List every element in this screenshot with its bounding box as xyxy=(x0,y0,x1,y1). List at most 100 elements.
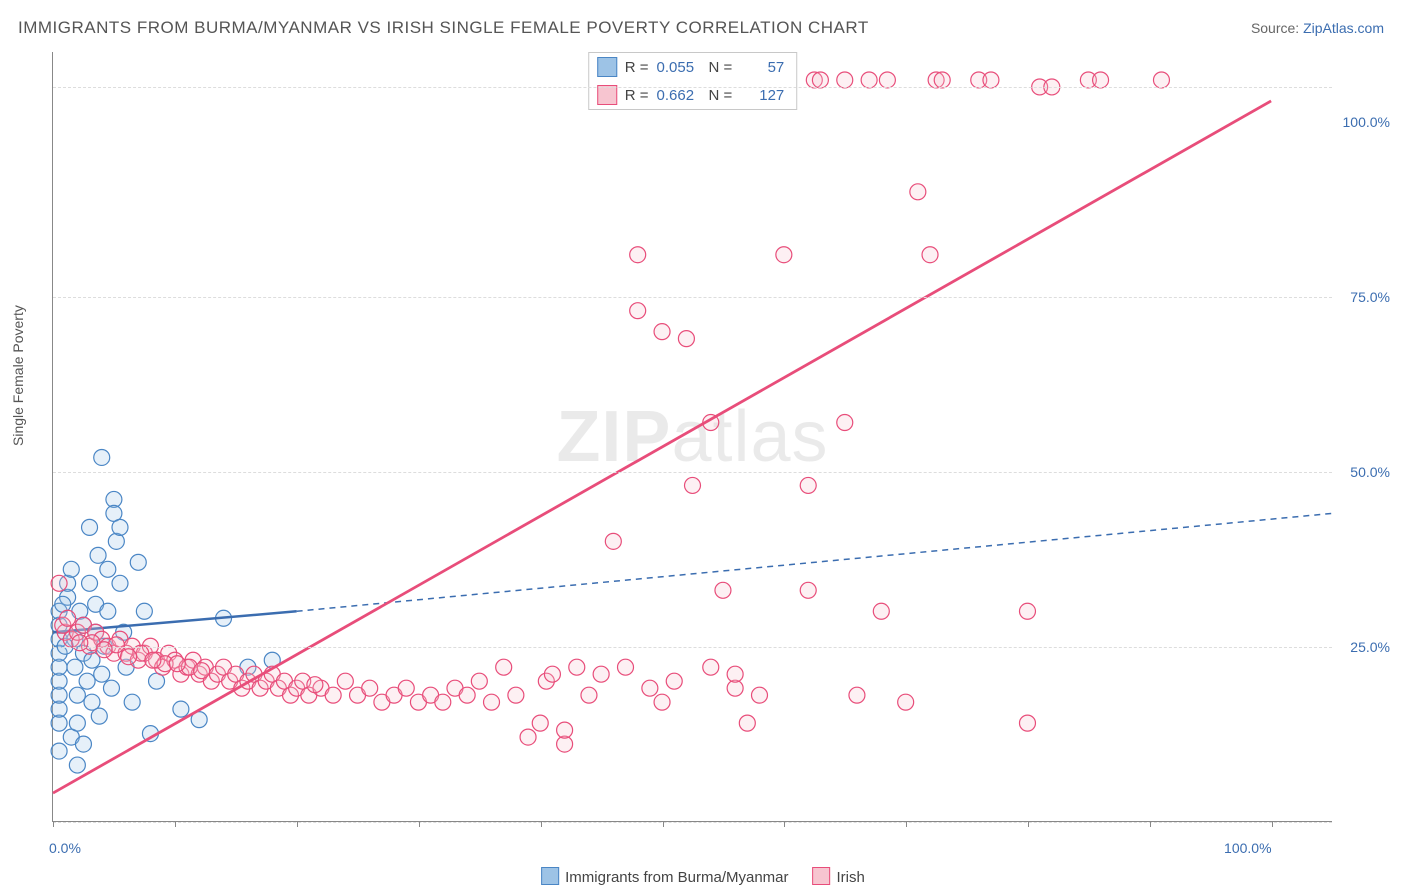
data-point xyxy=(169,656,185,672)
gridline-h xyxy=(53,297,1332,298)
data-point xyxy=(325,687,341,703)
x-tick xyxy=(175,821,176,827)
data-point xyxy=(873,603,889,619)
stats-r-label: R = xyxy=(625,87,649,104)
data-point xyxy=(739,715,755,731)
source-link[interactable]: ZipAtlas.com xyxy=(1303,20,1384,36)
data-point xyxy=(124,694,140,710)
data-point xyxy=(837,72,853,88)
data-point xyxy=(69,687,85,703)
data-point xyxy=(532,715,548,731)
data-point xyxy=(112,519,128,535)
data-point xyxy=(100,561,116,577)
data-point xyxy=(82,519,98,535)
data-point xyxy=(145,652,161,668)
data-point xyxy=(91,708,107,724)
stats-row: R = 0.662 N = 127 xyxy=(589,81,797,109)
source-label: Source: xyxy=(1251,20,1303,36)
data-point xyxy=(630,247,646,263)
data-point xyxy=(130,554,146,570)
gridline-h xyxy=(53,87,1332,88)
data-point xyxy=(90,547,106,563)
x-tick xyxy=(1272,821,1273,827)
data-point xyxy=(69,715,85,731)
data-point xyxy=(654,324,670,340)
data-point xyxy=(983,72,999,88)
data-point xyxy=(307,677,323,693)
data-point xyxy=(879,72,895,88)
legend-item: Irish xyxy=(813,867,865,886)
data-point xyxy=(496,659,512,675)
data-point xyxy=(79,673,95,689)
data-point xyxy=(471,673,487,689)
data-point xyxy=(666,673,682,689)
data-point xyxy=(593,666,609,682)
data-point xyxy=(910,184,926,200)
data-point xyxy=(1153,72,1169,88)
y-axis-label: Single Female Poverty xyxy=(10,305,26,446)
data-point xyxy=(136,603,152,619)
stats-r-value: 0.055 xyxy=(657,59,701,76)
x-tick-label: 0.0% xyxy=(49,840,81,856)
x-tick xyxy=(663,821,664,827)
data-point xyxy=(51,575,67,591)
x-tick xyxy=(419,821,420,827)
data-point xyxy=(108,533,124,549)
legend-bottom: Immigrants from Burma/Myanmar Irish xyxy=(541,867,865,886)
data-point xyxy=(685,477,701,493)
data-point xyxy=(173,701,189,717)
stats-r-value: 0.662 xyxy=(657,87,701,104)
data-point xyxy=(703,659,719,675)
y-tick-label: 75.0% xyxy=(1350,289,1390,305)
source-attribution: Source: ZipAtlas.com xyxy=(1251,20,1384,36)
legend-swatch xyxy=(813,867,831,885)
data-point xyxy=(630,303,646,319)
y-tick-label: 50.0% xyxy=(1350,464,1390,480)
data-point xyxy=(605,533,621,549)
data-point xyxy=(72,635,88,651)
data-point xyxy=(484,694,500,710)
legend-label: Irish xyxy=(837,869,865,886)
data-point xyxy=(898,694,914,710)
data-point xyxy=(1019,715,1035,731)
x-tick xyxy=(297,821,298,827)
data-point xyxy=(459,687,475,703)
y-tick-label: 25.0% xyxy=(1350,639,1390,655)
data-point xyxy=(654,694,670,710)
data-point xyxy=(727,666,743,682)
data-point xyxy=(520,729,536,745)
data-point xyxy=(121,649,137,665)
data-point xyxy=(934,72,950,88)
legend-swatch xyxy=(541,867,559,885)
regression-line xyxy=(53,101,1271,793)
data-point xyxy=(435,694,451,710)
legend-swatch xyxy=(597,85,617,105)
stats-n-value: 127 xyxy=(740,87,784,104)
x-tick-label: 100.0% xyxy=(1224,840,1271,856)
data-point xyxy=(544,666,560,682)
data-point xyxy=(362,680,378,696)
stats-n-label: N = xyxy=(709,87,733,104)
data-point xyxy=(112,575,128,591)
gridline-h xyxy=(53,647,1332,648)
data-point xyxy=(800,477,816,493)
regression-line-dashed xyxy=(297,513,1332,611)
data-point xyxy=(715,582,731,598)
x-tick xyxy=(906,821,907,827)
data-point xyxy=(100,603,116,619)
data-point xyxy=(678,331,694,347)
plot-area: ZIPatlas R =0.055N =57R =0.662N =127 25.… xyxy=(52,52,1332,822)
chart-title: IMMIGRANTS FROM BURMA/MYANMAR VS IRISH S… xyxy=(18,18,869,38)
data-point xyxy=(398,680,414,696)
data-point xyxy=(75,736,91,752)
data-point xyxy=(557,722,573,738)
data-point xyxy=(642,680,658,696)
data-point xyxy=(800,582,816,598)
x-tick xyxy=(53,821,54,827)
data-point xyxy=(94,449,110,465)
data-point xyxy=(581,687,597,703)
data-point xyxy=(752,687,768,703)
legend-swatch xyxy=(597,57,617,77)
legend-label: Immigrants from Burma/Myanmar xyxy=(565,869,788,886)
data-point xyxy=(776,247,792,263)
